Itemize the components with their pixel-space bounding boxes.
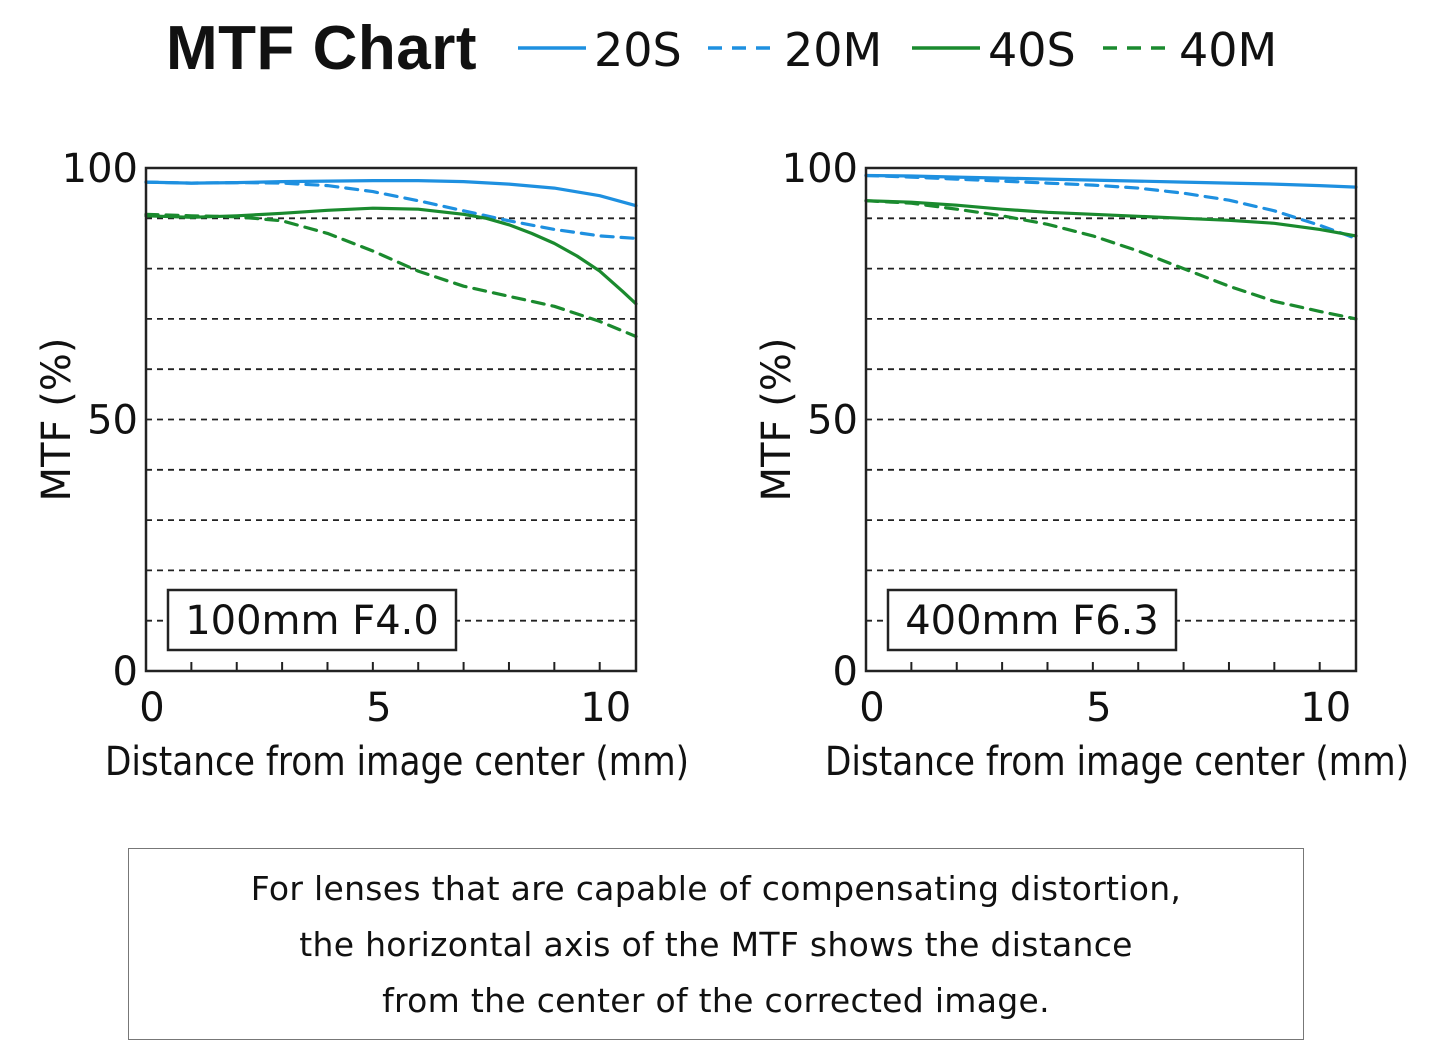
legend-item-40s: 40S [912, 23, 1076, 77]
annotation-box [166, 588, 458, 652]
series-line-40m [144, 212, 638, 339]
series-line-20m [144, 180, 638, 240]
y-tick-label: 50 [87, 398, 138, 444]
x-axis-label: Distance from image center (mm) [105, 739, 689, 785]
legend-label-40m: 40M [1179, 23, 1277, 77]
x-tick-label: 10 [1300, 685, 1351, 731]
x-tick-label: 10 [580, 685, 631, 731]
y-tick-label: 50 [807, 398, 858, 444]
annotation-label: 100mm F4.0 [185, 598, 439, 644]
series-line-40s [144, 206, 638, 306]
mtf-chart-400mm: 0 50 100 0 5 10 Distance from image center (mm… [754, 146, 1409, 785]
legend-item-40m: 40M [1103, 23, 1277, 77]
series-line-40s [864, 199, 1358, 238]
y-tick-label: 0 [833, 649, 858, 695]
series-line-40m [864, 199, 1358, 321]
legend-item-20s: 20S [518, 23, 682, 77]
note-line-2: the horizontal axis of the MTF shows the… [299, 925, 1133, 964]
legend-label-40s: 40S [988, 23, 1076, 77]
y-axis-label: MTF (%) [34, 338, 80, 502]
x-axis-label: Distance from image center (mm) [825, 739, 1409, 785]
y-tick-label: 0 [113, 649, 138, 695]
note-line-3: from the center of the corrected image. [382, 981, 1050, 1020]
plot-frame [144, 166, 638, 673]
legend-label-20s: 20S [594, 23, 682, 77]
mtf-chart-100mm: 0 50 100 0 5 10 Distance from image center (mm… [34, 146, 689, 785]
x-tick-label: 5 [1086, 685, 1111, 731]
plot-frame [864, 166, 1358, 673]
y-tick-label: 100 [62, 146, 138, 192]
legend-item-20m: 20M [708, 23, 882, 77]
x-tick-label: 0 [859, 685, 884, 731]
annotation-box [886, 588, 1178, 652]
series-line-20s [144, 178, 638, 208]
note-line-1: For lenses that are capable of compensat… [250, 869, 1182, 908]
page-title: MTF Chart [166, 14, 478, 83]
series-line-20s [864, 173, 1358, 189]
annotation-label: 400mm F6.3 [905, 598, 1159, 644]
y-axis-label: MTF (%) [754, 338, 800, 502]
series-line-20m [864, 173, 1358, 240]
x-tick-label: 5 [366, 685, 391, 731]
legend-label-20m: 20M [784, 23, 882, 77]
legend: 20S 20M 40S 40M [518, 23, 1277, 77]
x-tick-label: 0 [139, 685, 164, 731]
y-tick-label: 100 [782, 146, 858, 192]
distortion-note: For lenses that are capable of compensat… [128, 848, 1304, 1040]
